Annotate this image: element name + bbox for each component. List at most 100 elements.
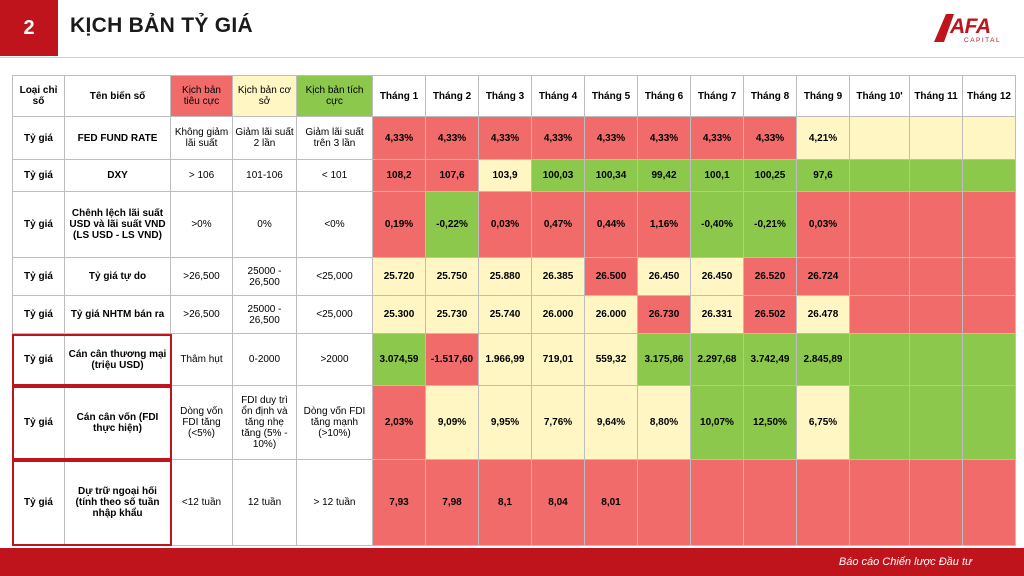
row-variable-name: Dự trữ ngoại hối (tính theo số tuần nhập… [64, 459, 171, 546]
month-value-cell [909, 333, 963, 386]
row-positive-scenario: <25,000 [296, 257, 373, 296]
month-value-cell: 26.450 [637, 257, 691, 296]
highlight-fx-reserves [12, 460, 172, 546]
month-value-cell [962, 191, 1016, 258]
month-value-cell [849, 333, 910, 386]
table-header-row: Loại chỉ số Tên biến số Kịch bản tiêu cự… [12, 75, 1016, 117]
month-value-cell: 4,33% [531, 116, 585, 160]
section-number: 2 [0, 0, 58, 56]
logo-subtext: CAPITAL [964, 37, 1002, 44]
month-value-cell: 8,01 [584, 459, 638, 546]
month-value-cell: 4,33% [425, 116, 479, 160]
month-value-cell: 26.385 [531, 257, 585, 296]
month-value-cell: 26.500 [584, 257, 638, 296]
row-variable-name: Cán cân thương mại (triệu USD) [64, 333, 171, 386]
row-category: Tỷ giá [12, 385, 65, 460]
month-value-cell: 4,33% [690, 116, 744, 160]
month-value-cell: 25.750 [425, 257, 479, 296]
month-value-cell [690, 459, 744, 546]
row-variable-name: Tỷ giá NHTM bán ra [64, 295, 171, 334]
row-base-scenario: 25000 - 26,500 [232, 257, 297, 296]
month-value-cell [909, 159, 963, 192]
afa-logo-icon [934, 14, 954, 42]
month-value-cell [849, 459, 910, 546]
month-value-cell [962, 257, 1016, 296]
table-body: Tỷ giá FED FUND RATE Không giảm lãi suất Gi… [12, 116, 1016, 546]
table-row: Tỷ giá Cán cân vốn (FDI thực hiện) Dòng vố… [12, 385, 1016, 460]
month-value-cell [743, 459, 797, 546]
month-value-cell: 559,32 [584, 333, 638, 386]
header-month: Tháng 5 [584, 75, 638, 117]
row-negative-scenario: Thâm hụt [170, 333, 233, 386]
month-value-cell: 100,1 [690, 159, 744, 192]
month-value-cell: 8,04 [531, 459, 585, 546]
month-value-cell: 0,03% [796, 191, 850, 258]
row-positive-scenario: < 101 [296, 159, 373, 192]
header-month: Tháng 8 [743, 75, 797, 117]
header-category: Loại chỉ số [12, 75, 65, 117]
month-value-cell: 2.845,89 [796, 333, 850, 386]
fx-scenario-table: Loại chỉ số Tên biến số Kịch bản tiêu cự… [12, 75, 1016, 546]
month-value-cell [962, 385, 1016, 460]
month-value-cell: 99,42 [637, 159, 691, 192]
header-name: Tên biến số [64, 75, 171, 117]
month-value-cell [849, 295, 910, 334]
month-value-cell: 4,33% [584, 116, 638, 160]
month-value-cell: 26.000 [531, 295, 585, 334]
header-positive: Kịch bản tích cực [296, 75, 373, 117]
row-base-scenario: Giảm lãi suất 2 lần [232, 116, 297, 160]
month-value-cell: 25.300 [372, 295, 426, 334]
header-month: Tháng 1 [372, 75, 426, 117]
header-month: Tháng 4 [531, 75, 585, 117]
row-base-scenario: 25000 - 26,500 [232, 295, 297, 334]
header-month: Tháng 10' [849, 75, 910, 117]
row-positive-scenario: <25,000 [296, 295, 373, 334]
month-value-cell: 25.730 [425, 295, 479, 334]
month-value-cell [849, 116, 910, 160]
month-value-cell [962, 295, 1016, 334]
month-value-cell: 9,95% [478, 385, 532, 460]
month-value-cell [962, 159, 1016, 192]
month-value-cell: 719,01 [531, 333, 585, 386]
month-value-cell: 25.720 [372, 257, 426, 296]
row-variable-name: Tỷ giá tự do [64, 257, 171, 296]
row-negative-scenario: Không giảm lãi suất [170, 116, 233, 160]
header-month: Tháng 6 [637, 75, 691, 117]
month-value-cell: 8,1 [478, 459, 532, 546]
month-value-cell: 100,25 [743, 159, 797, 192]
month-value-cell: 4,33% [478, 116, 532, 160]
month-value-cell: -1.517,60 [425, 333, 479, 386]
month-value-cell: 100,34 [584, 159, 638, 192]
month-value-cell: 6,75% [796, 385, 850, 460]
header-month: Tháng 3 [478, 75, 532, 117]
month-value-cell: -0,22% [425, 191, 479, 258]
month-value-cell: 26.331 [690, 295, 744, 334]
row-negative-scenario: <12 tuần [170, 459, 233, 546]
month-value-cell [849, 257, 910, 296]
row-positive-scenario: > 12 tuần [296, 459, 373, 546]
month-value-cell: 3.175,86 [637, 333, 691, 386]
month-value-cell: 9,09% [425, 385, 479, 460]
table-row: Tỷ giá Chênh lệch lãi suất USD và lãi suấ… [12, 191, 1016, 258]
month-value-cell: 12,50% [743, 385, 797, 460]
month-value-cell: 7,76% [531, 385, 585, 460]
month-value-cell: 26.450 [690, 257, 744, 296]
row-positive-scenario: >2000 [296, 333, 373, 386]
row-base-scenario: FDI duy trì ổn định và tăng nhẹ tăng (5%… [232, 385, 297, 460]
row-category: Tỷ giá [12, 459, 65, 546]
month-value-cell [909, 116, 963, 160]
month-value-cell: 107,6 [425, 159, 479, 192]
month-value-cell: 108,2 [372, 159, 426, 192]
month-value-cell [962, 116, 1016, 160]
footer-text: Báo cáo Chiến lược Đầu tư [838, 556, 972, 568]
month-value-cell: 3.074,59 [372, 333, 426, 386]
month-value-cell: 25.740 [478, 295, 532, 334]
month-value-cell [849, 191, 910, 258]
month-value-cell: 0,19% [372, 191, 426, 258]
month-value-cell [909, 459, 963, 546]
row-variable-name: DXY [64, 159, 171, 192]
row-variable-name: Cán cân vốn (FDI thực hiện) [64, 385, 171, 460]
header-negative: Kịch bản tiêu cực [170, 75, 233, 117]
month-value-cell: 0,03% [478, 191, 532, 258]
month-value-cell: 100,03 [531, 159, 585, 192]
